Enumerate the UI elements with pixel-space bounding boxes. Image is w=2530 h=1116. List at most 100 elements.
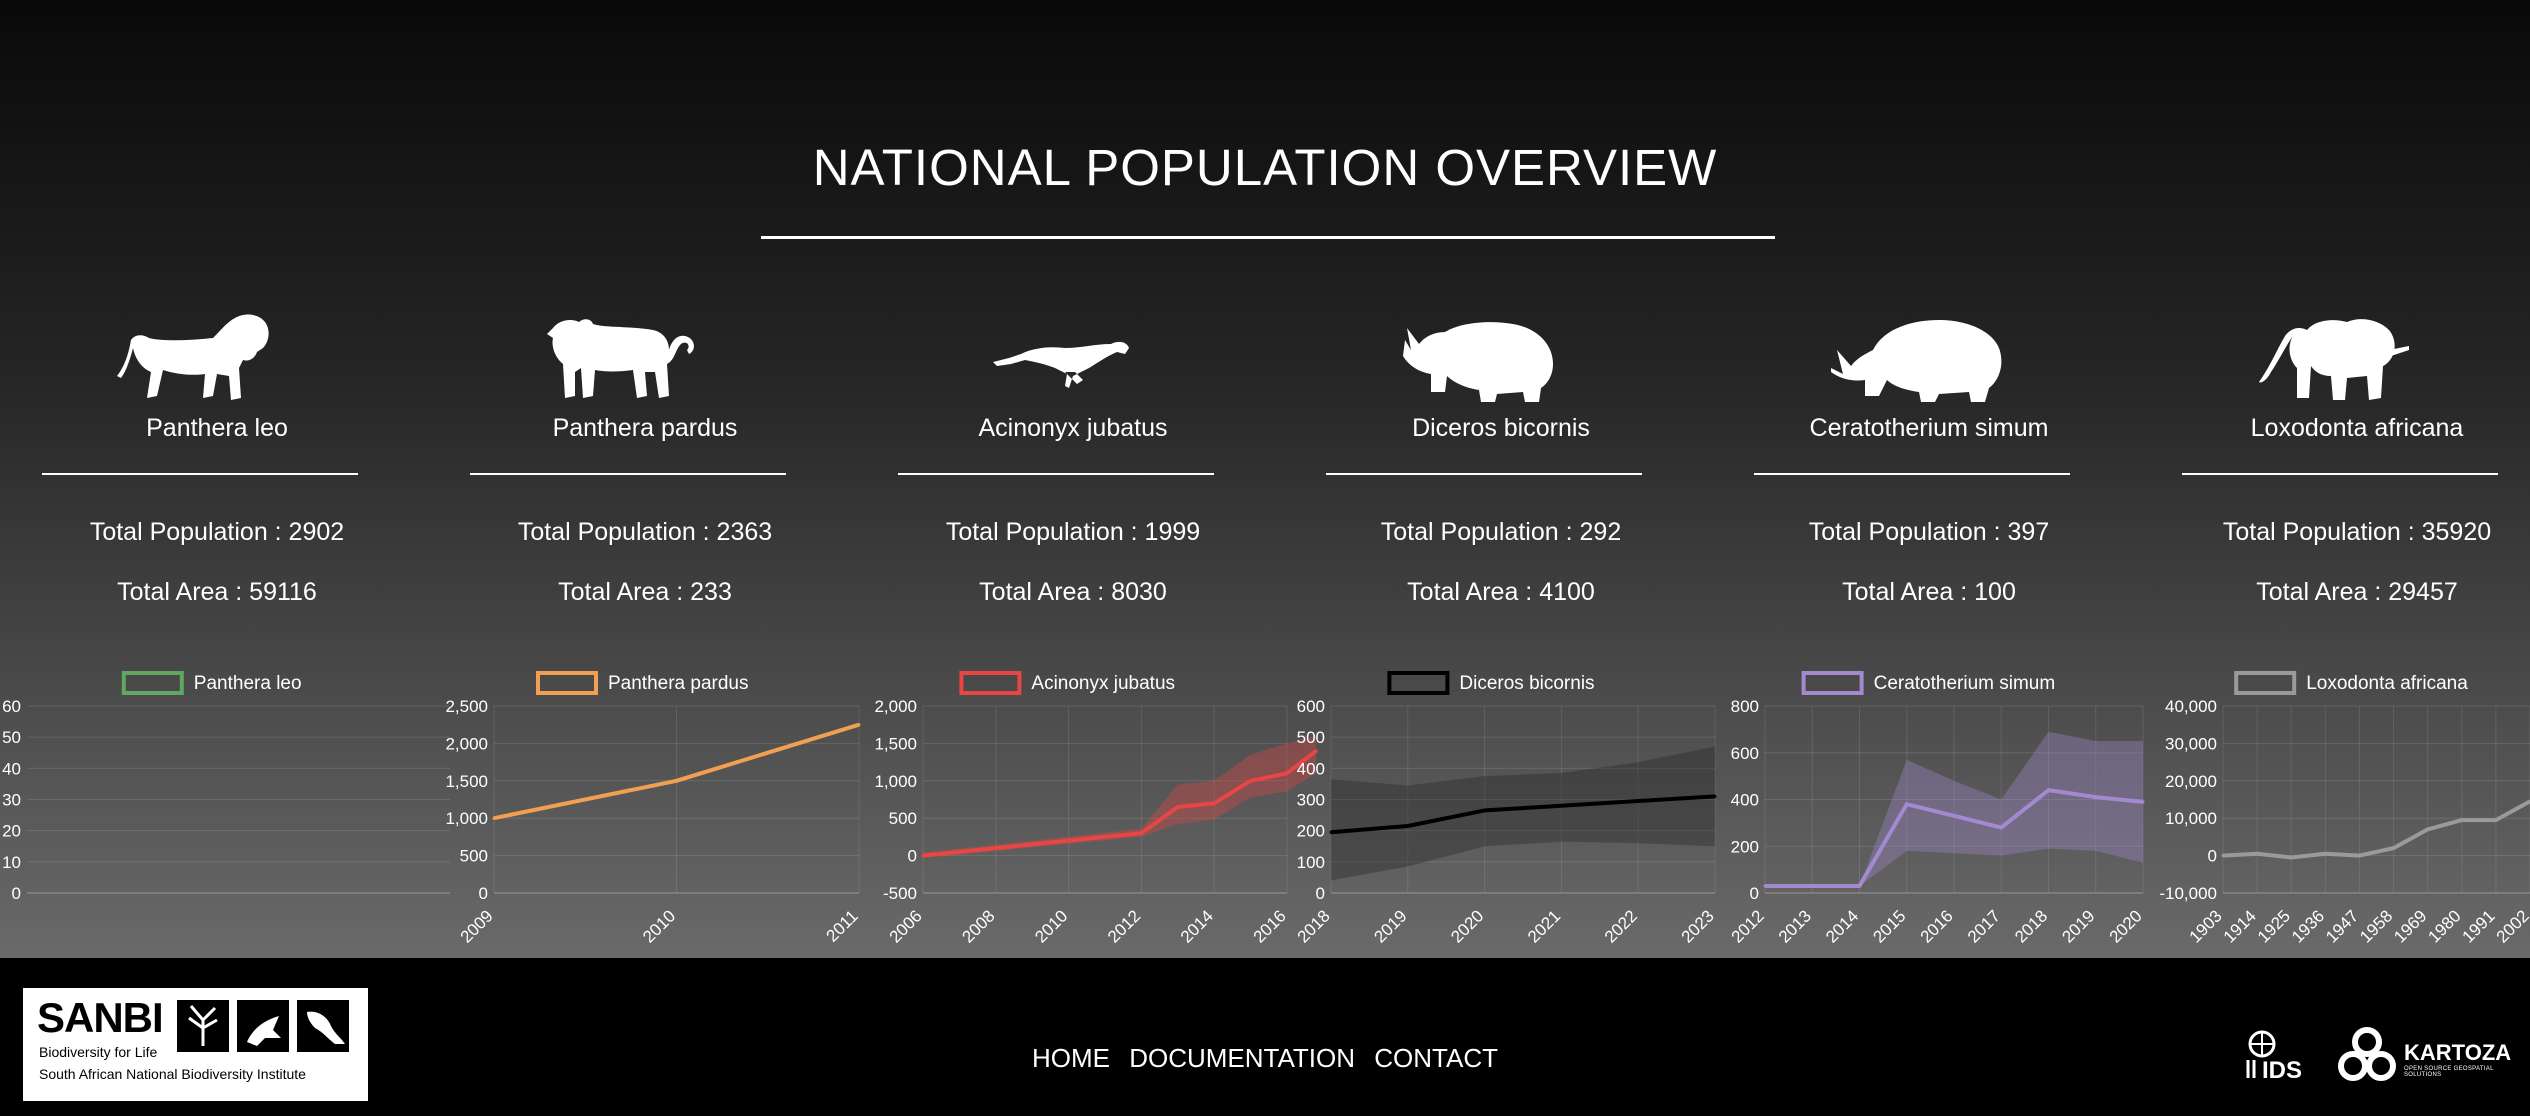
- data-point: [1763, 884, 1767, 888]
- nav-home-link[interactable]: HOME: [1031, 1043, 1110, 1073]
- y-tick-label: 40,000: [2165, 697, 2217, 716]
- page-title: NATIONAL POPULATION OVERVIEW: [812, 139, 1718, 196]
- sanbi-logo[interactable]: SANBI Biodiversity for Life South Africa…: [23, 988, 368, 1101]
- y-tick-label: 1,000: [874, 772, 917, 791]
- card-divider: [1326, 473, 1642, 475]
- legend-swatch: [121, 671, 184, 695]
- y-tick-label: 30,000: [2165, 734, 2217, 753]
- kartoza-logo-text[interactable]: KARTOZA: [2404, 1040, 2512, 1065]
- y-tick-label: 20,000: [2165, 772, 2217, 791]
- kartoza-knot-icon[interactable]: [2335, 1026, 2399, 1088]
- y-tick-label: 1,500: [445, 772, 488, 791]
- data-point: [1999, 826, 2003, 830]
- x-tick-label: 2018: [1294, 906, 1334, 946]
- kartoza-logo-subtitle: OPEN SOURCE GEOSPATIAL SOLUTIONS: [2404, 1066, 2494, 1078]
- y-tick-label: 600: [1731, 744, 1759, 763]
- legend-label: Panthera leo: [194, 673, 302, 694]
- species-name: Panthera leo: [146, 414, 288, 442]
- species-card-ceratotherium-simum[interactable]: Ceratotherium simum Total Population : 3…: [1715, 300, 2143, 620]
- total-area: Total Area : 4100: [1407, 578, 1595, 606]
- species-name: Panthera pardus: [552, 414, 738, 442]
- x-tick-label: 2019: [2058, 906, 2098, 946]
- sanbi-logo-fullname: South African National Biodiversity Inst…: [39, 1066, 306, 1082]
- y-tick-label: 0: [908, 847, 917, 866]
- species-card-panthera-leo[interactable]: Panthera leo Total Population : 2902 Tot…: [3, 300, 431, 620]
- x-tick-label: 2014: [1177, 906, 1217, 946]
- data-point: [1905, 802, 1909, 806]
- legend-swatch: [2234, 671, 2297, 695]
- leopard-silhouette-icon: [547, 319, 694, 398]
- y-tick-label: 600: [1297, 697, 1325, 716]
- x-tick-label: 2023: [1678, 906, 1718, 946]
- y-tick-label: 100: [1297, 853, 1325, 872]
- data-point: [921, 854, 925, 858]
- data-point: [2323, 852, 2327, 856]
- series-line: [2222, 799, 2530, 860]
- sanbi-emblem-icon: [177, 1000, 349, 1052]
- y-tick-label: 30: [2, 791, 21, 810]
- data-point: [2392, 846, 2396, 850]
- x-tick-label: 1991: [2459, 906, 2499, 946]
- y-tick-label: 0: [479, 884, 488, 903]
- species-name: Loxodonta africana: [2250, 414, 2464, 442]
- y-tick-label: 400: [1731, 791, 1759, 810]
- confidence-band: [1331, 746, 1715, 881]
- x-tick-label: 2012: [1104, 906, 1144, 946]
- y-tick-label: 0: [12, 884, 21, 903]
- y-tick-label: 500: [889, 809, 917, 828]
- confidence-band: [923, 735, 1317, 858]
- x-tick-label: 2019: [1370, 906, 1410, 946]
- card-divider: [2182, 473, 2498, 475]
- data-point: [1713, 794, 1717, 798]
- legend-label: Ceratotherium simum: [1874, 673, 2056, 694]
- x-tick-label: 2022: [1601, 906, 1641, 946]
- species-card-acinonyx-jubatus[interactable]: Acinonyx jubatus Total Population : 1999…: [859, 300, 1287, 620]
- nav-contact-link[interactable]: CONTACT: [1374, 1043, 1498, 1073]
- data-point: [1329, 830, 1333, 834]
- species-name: Diceros bicornis: [1412, 414, 1590, 442]
- x-tick-label: 1969: [2390, 906, 2430, 946]
- x-tick-label: 2020: [1447, 906, 1487, 946]
- x-tick-label: 2011: [823, 906, 862, 945]
- white-rhino-silhouette-icon: [1831, 320, 2002, 402]
- total-area: Total Area : 233: [558, 578, 732, 606]
- x-tick-label: 1903: [2186, 906, 2226, 946]
- data-point: [1636, 799, 1640, 803]
- data-point: [2357, 854, 2361, 858]
- species-card-diceros-bicornis[interactable]: Diceros bicornis Total Population : 292 …: [1287, 300, 1715, 620]
- total-population: Total Population : 292: [1380, 518, 1622, 546]
- total-population: Total Population : 2363: [517, 518, 773, 546]
- data-point: [1139, 831, 1143, 835]
- x-tick-label: 2017: [1964, 906, 2004, 946]
- sanbi-logo-name: SANBI: [37, 994, 164, 1041]
- nav-documentation-link[interactable]: DOCUMENTATION: [1129, 1043, 1356, 1073]
- data-point: [1483, 808, 1487, 812]
- x-tick-label: 2002: [2493, 906, 2530, 946]
- x-tick-label: 1980: [2424, 906, 2464, 946]
- x-tick-label: 2018: [2011, 906, 2051, 946]
- ids-logo-text: IDS: [2262, 1057, 2302, 1084]
- lion-silhouette-icon: [117, 314, 269, 400]
- data-point: [2047, 788, 2050, 792]
- legend-swatch: [1801, 671, 1864, 695]
- legend-swatch: [1387, 671, 1450, 695]
- ids-logo[interactable]: IDS: [2240, 1026, 2326, 1088]
- y-tick-label: 0: [1316, 884, 1325, 903]
- total-population: Total Population : 1999: [945, 518, 1201, 546]
- x-tick-label: 2016: [1917, 906, 1957, 946]
- card-divider: [1754, 473, 2070, 475]
- footer-nav: HOME DOCUMENTATION CONTACT: [0, 1043, 2530, 1074]
- data-point: [2141, 800, 2145, 804]
- x-tick-label: 2015: [1869, 906, 1909, 946]
- species-name: Ceratotherium simum: [1809, 414, 2049, 442]
- y-tick-label: 0: [1750, 884, 1759, 903]
- species-card-panthera-pardus[interactable]: Panthera pardus Total Population : 2363 …: [431, 300, 859, 620]
- data-point: [2460, 818, 2464, 822]
- data-point: [2094, 795, 2098, 799]
- data-point: [1212, 801, 1216, 805]
- species-card-loxodonta-africana[interactable]: Loxodonta africana Total Population : 35…: [2143, 300, 2530, 620]
- x-tick-label: 2020: [2106, 906, 2146, 946]
- card-divider: [42, 473, 358, 475]
- data-point: [1249, 779, 1253, 783]
- data-point: [675, 779, 678, 783]
